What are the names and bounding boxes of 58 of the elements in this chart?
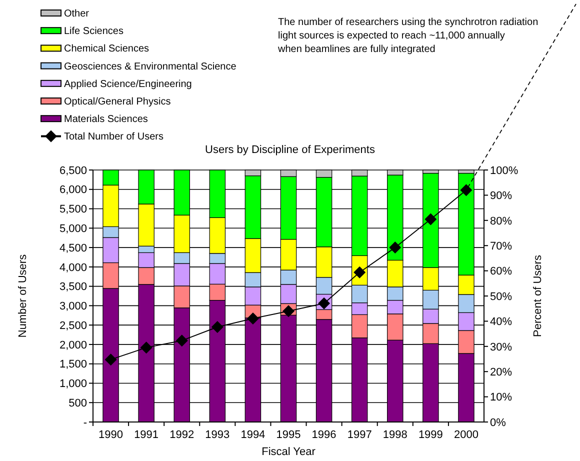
point [424, 213, 437, 226]
y2-tick-label: 70% [490, 240, 512, 252]
point [176, 334, 188, 347]
x-tick-label: 1994 [240, 429, 266, 441]
x-tick-label: 1992 [170, 429, 194, 441]
x-tick-label: 1999 [418, 429, 443, 441]
x-tick-label: 1991 [134, 429, 159, 441]
y2-tick-label: 10% [490, 392, 512, 404]
y2-tick-label: 50% [490, 290, 512, 303]
y2-tick-label: 20% [490, 366, 512, 378]
legend-label: Materials Sciences [64, 114, 148, 126]
y-tick-label: 500 [68, 397, 87, 410]
point [104, 354, 117, 366]
point [211, 321, 224, 334]
y2-axis-title: Percent of Users [532, 254, 544, 337]
y2-tick-label: 40% [490, 316, 512, 328]
y-tick-label: 3,500 [59, 281, 87, 294]
y2-tick-label: 100% [490, 164, 518, 177]
point [246, 312, 259, 324]
point [140, 342, 152, 354]
y2-tick-label: 90% [490, 190, 512, 202]
y2-tick-label: 80% [490, 215, 512, 228]
x-tick-label: 2000 [454, 429, 478, 441]
y-tick-label: 3,000 [59, 300, 87, 313]
x-tick-label: 1996 [312, 429, 336, 441]
chart-title: Users by Discipline of Experiments [205, 144, 376, 156]
legend-label: Chemical Sciences [64, 44, 150, 55]
y-tick-label: 4,000 [59, 262, 87, 274]
y-tick-label: 5,000 [59, 223, 87, 236]
y-tick-label: 4,500 [59, 242, 87, 254]
y-tick-label: 1,000 [59, 378, 87, 390]
legend-label: Geosciences & Environmental Science [64, 61, 237, 72]
y-tick-label: 6,500 [59, 164, 87, 177]
x-tick-label: 1995 [276, 429, 301, 441]
y2-tick-label: 60% [490, 266, 512, 278]
legend-label: Optical/General Physics [64, 96, 171, 108]
x-tick-label: 1998 [382, 429, 408, 441]
legend-label: Life Sciences [64, 26, 124, 38]
y-tick-label: - [83, 416, 88, 429]
x-tick-label: 1993 [205, 429, 230, 441]
y-axis-title: Number of Users [17, 254, 29, 338]
point [460, 184, 472, 196]
y-tick-label: 5,500 [59, 204, 87, 216]
legend-label: Other [64, 8, 90, 20]
x-axis-title: Fiscal Year [262, 446, 316, 458]
x-tick-label: 1997 [347, 429, 372, 441]
y-tick-label: 2,000 [59, 339, 87, 352]
point [389, 242, 402, 254]
point [282, 305, 294, 318]
y2-tick-label: 30% [490, 341, 512, 354]
y-tick-label: 6,000 [59, 184, 87, 196]
legend-label: Applied Science/Engineering [64, 78, 192, 90]
legend-label: Total Number of Users [64, 132, 164, 143]
y-tick-label: 1,500 [59, 358, 87, 371]
text: The number of researchers using the synchrotron radiation light sources is expected to reach ~11,000 annually when beamlines are fully integrated [277, 17, 538, 55]
x-tick-label: 1990 [98, 429, 124, 441]
y2-tick-label: 0% [490, 416, 506, 429]
y-tick-label: 2,500 [59, 320, 87, 332]
